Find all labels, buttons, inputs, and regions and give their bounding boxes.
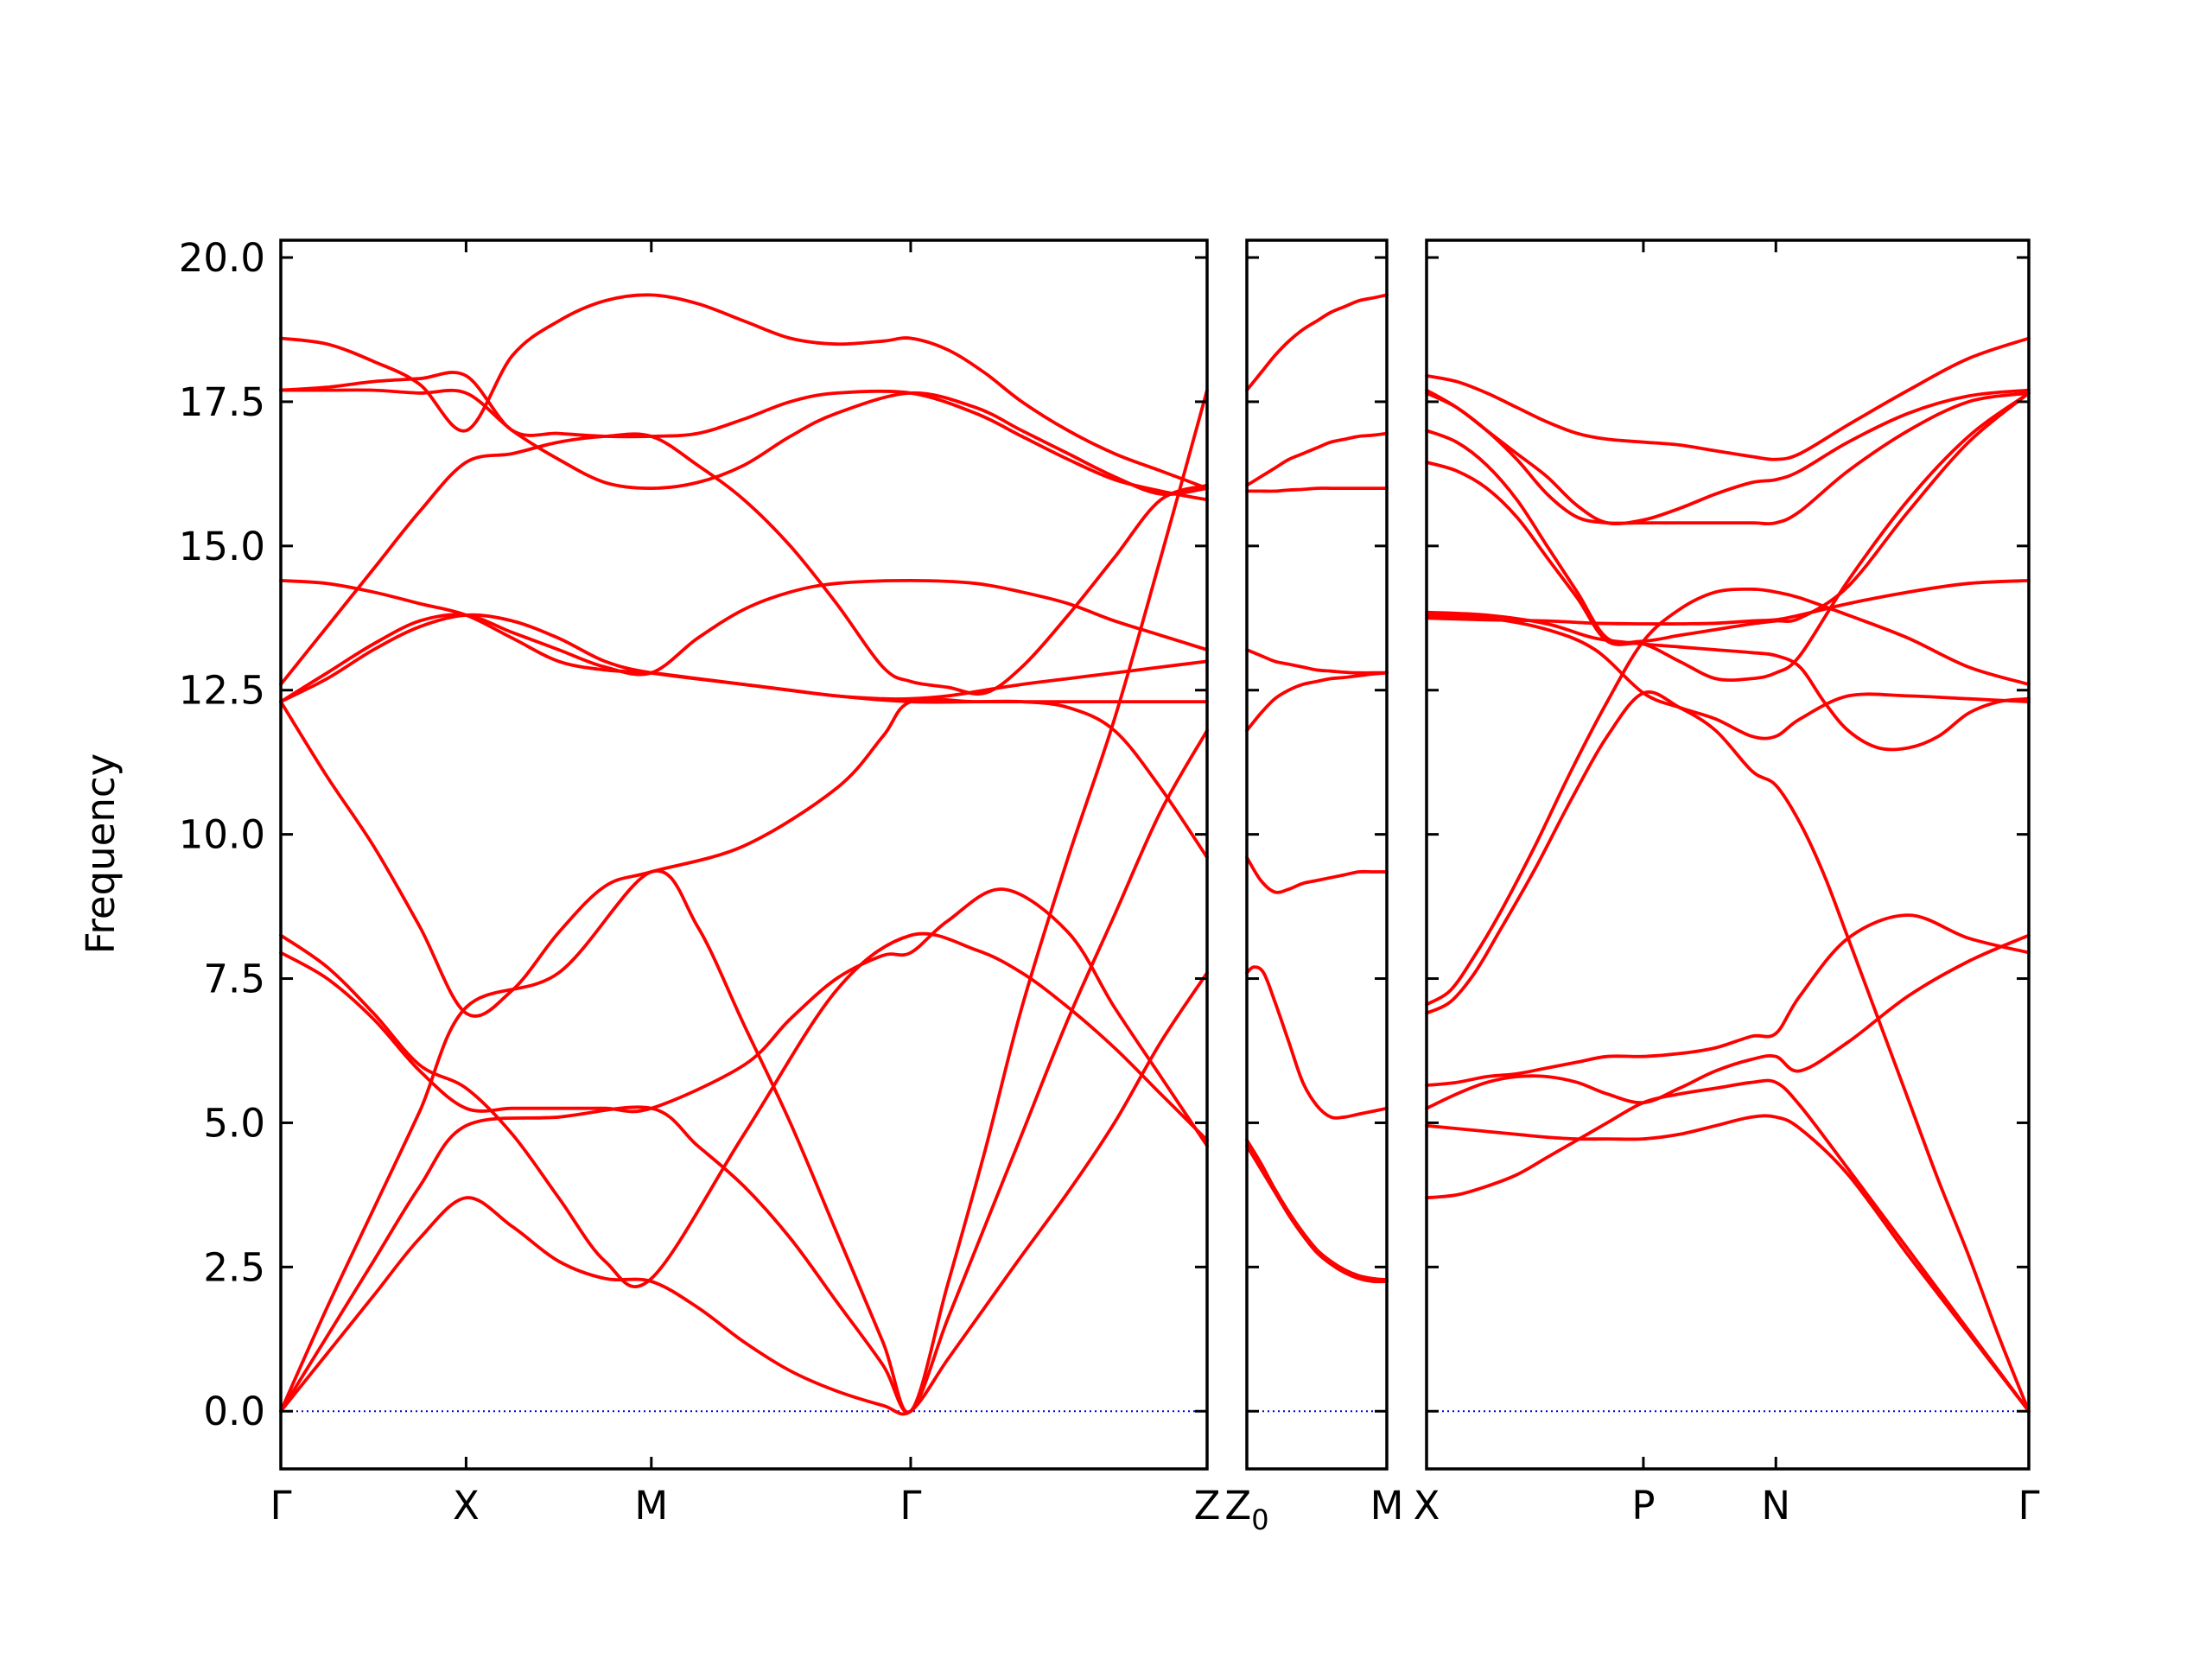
band-line-6 — [279, 697, 1209, 1018]
x-tick-label: Z0 — [1224, 1483, 1268, 1536]
x-tick-label: M — [1370, 1483, 1404, 1529]
panel-2: Z0 M — [1224, 238, 1404, 1536]
band-line-4 — [279, 887, 1209, 1147]
band-line-5 — [279, 931, 1209, 1289]
band-line-1 — [279, 971, 1209, 1416]
band-line-2 — [1245, 1138, 1389, 1281]
band-line-13 — [279, 293, 1209, 490]
band-line-8 — [1425, 610, 2031, 752]
panel-frame — [1425, 238, 2031, 1471]
band-line-8 — [279, 579, 1209, 703]
band-line-4 — [1245, 855, 1389, 894]
band-line-9 — [1425, 579, 2031, 626]
band-line-3 — [1425, 933, 2031, 1110]
band-line-13 — [1425, 388, 2031, 526]
band-line-11 — [1425, 391, 2031, 645]
band-line-12 — [279, 371, 1209, 502]
y-tick-label: 20.0 — [179, 235, 265, 281]
band-line-9 — [279, 579, 1209, 702]
band-line-1 — [1245, 1144, 1389, 1284]
y-tick-label: 7.5 — [203, 957, 265, 1002]
band-line-10 — [1425, 391, 2031, 683]
plot-panels: 0.02.55.07.510.012.515.017.520.0Γ X M Γ Z Z0 M… — [179, 235, 2040, 1536]
x-tick-label: X — [453, 1483, 480, 1529]
x-tick-label: P — [1631, 1483, 1655, 1529]
y-tick-label: 17.5 — [179, 379, 265, 425]
x-tick-label: N — [1761, 1483, 1790, 1529]
band-line-7 — [279, 613, 1209, 704]
band-line-12 — [1425, 388, 2031, 526]
band-line-7 — [1425, 613, 2031, 741]
y-tick-label: 2.5 — [203, 1244, 265, 1290]
band-line-5 — [1425, 690, 2031, 1414]
panel-frame — [279, 238, 1209, 1471]
band-line-9 — [1245, 293, 1389, 392]
x-tick-label: M — [634, 1483, 668, 1529]
band-line-8 — [1245, 431, 1389, 487]
y-tick-label: 10.0 — [179, 812, 265, 858]
band-line-2 — [1425, 1114, 2031, 1414]
panel-1: 0.0 2.5 5.0 7.5 10.0 12.5 15.0 17.5 20.0 Γ X M Γ Z — [179, 235, 1221, 1529]
band-line-2 — [279, 728, 1209, 1414]
band-line-4 — [1425, 913, 2031, 1087]
band-line-7 — [1245, 486, 1389, 493]
y-tick-label: 0.0 — [203, 1389, 265, 1434]
y-tick-label: 15.0 — [179, 524, 265, 569]
x-tick-label: Γ — [270, 1483, 291, 1529]
y-axis-label: Frequency — [78, 753, 124, 954]
band-line-14 — [1425, 336, 2031, 461]
x-tick-label: Γ — [899, 1483, 921, 1529]
panel-frame — [1245, 238, 1389, 1471]
band-line-1 — [1425, 1078, 2031, 1414]
band-line-10 — [279, 432, 1209, 696]
y-tick-label: 12.5 — [179, 668, 265, 714]
band-line-6 — [1425, 587, 2031, 1007]
x-tick-label: X — [1414, 1483, 1440, 1529]
band-line-11 — [279, 388, 1209, 497]
band-line-3 — [279, 388, 1209, 1414]
band-line-5 — [1245, 671, 1389, 733]
x-tick-label: Z — [1194, 1483, 1221, 1529]
band-line-6 — [1245, 648, 1389, 675]
x-tick-label: Γ — [2018, 1483, 2039, 1529]
band-line-3 — [1245, 965, 1389, 1120]
y-tick-label: 5.0 — [203, 1100, 265, 1146]
